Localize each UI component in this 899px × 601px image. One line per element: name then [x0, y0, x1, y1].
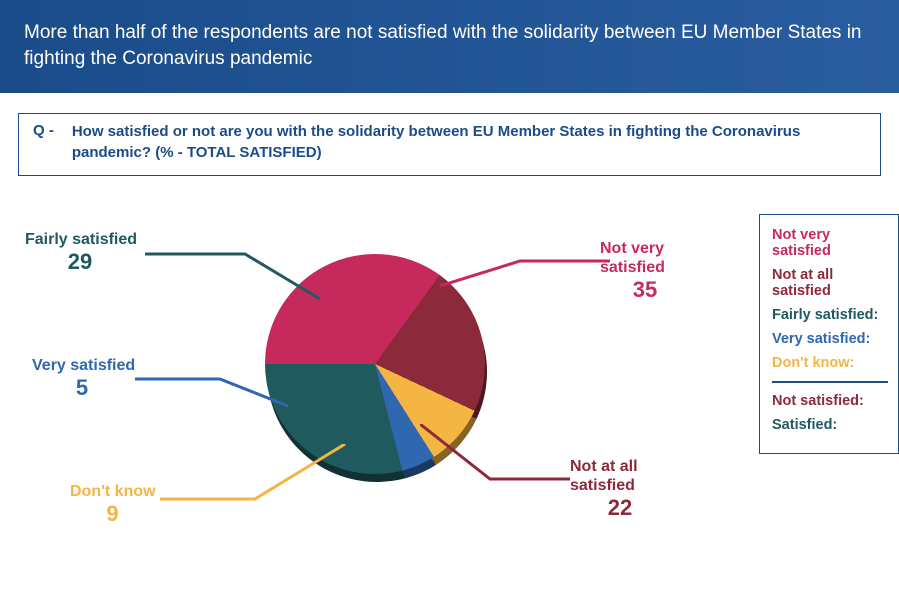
- legend-row: Fairly satisfied:: [772, 307, 888, 323]
- callout-not-very-value: 35: [600, 277, 690, 303]
- callout-not-at-all-value: 22: [570, 495, 670, 521]
- headline-text: More than half of the respondents are no…: [24, 22, 862, 69]
- callout-dont-know-label: Don't know: [70, 482, 156, 501]
- callout-fairly-value: 29: [25, 249, 135, 275]
- callout-very: Very satisfied 5: [32, 356, 135, 402]
- legend-row: Not satisfied:: [772, 393, 888, 409]
- legend-row: Not at all satisfied: [772, 267, 888, 299]
- callout-not-very: Not very satisfied 35: [600, 239, 690, 304]
- headline-banner: More than half of the respondents are no…: [0, 0, 899, 93]
- callout-dont-know: Don't know 9: [70, 482, 156, 528]
- question-text: How satisfied or not are you with the so…: [72, 122, 866, 163]
- pie-chart: [265, 254, 485, 474]
- question-prefix: Q -: [33, 122, 54, 163]
- legend-row: Not very satisfied: [772, 227, 888, 259]
- callout-dont-know-value: 9: [70, 501, 155, 527]
- legend-row: Don't know:: [772, 355, 888, 371]
- callout-fairly: Fairly satisfied 29: [25, 230, 137, 276]
- legend-row: Satisfied:: [772, 417, 888, 433]
- legend-divider: [772, 381, 888, 383]
- question-box: Q - How satisfied or not are you with th…: [18, 113, 881, 176]
- legend-box: Not very satisfied Not at all satisfied Fa…: [759, 214, 899, 454]
- callout-not-very-label: Not very satisfied: [600, 239, 690, 277]
- callout-not-at-all-label: Not at all satisfied: [570, 457, 670, 495]
- chart-area: Not very satisfied 35 Not at all satisfi…: [0, 194, 899, 594]
- callout-very-label: Very satisfied: [32, 356, 135, 375]
- callout-not-at-all: Not at all satisfied 22: [570, 457, 670, 522]
- callout-fairly-label: Fairly satisfied: [25, 230, 137, 249]
- callout-very-value: 5: [32, 375, 132, 401]
- legend-row: Very satisfied:: [772, 331, 888, 347]
